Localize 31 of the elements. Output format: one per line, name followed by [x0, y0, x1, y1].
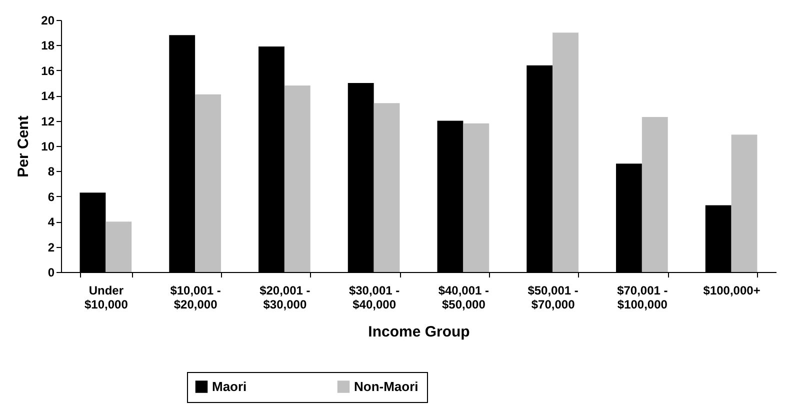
- bar: [552, 32, 578, 272]
- bar: [463, 123, 490, 272]
- y-tick-label: 14: [41, 89, 55, 104]
- bar: [106, 222, 132, 272]
- x-tick-label: $30,001 - $40,000: [348, 284, 400, 312]
- x-tick-label: Under $10,000: [84, 284, 128, 312]
- y-tick-label: 18: [41, 38, 55, 53]
- legend-label: Maori: [212, 378, 247, 394]
- bar: [374, 103, 400, 272]
- y-tick-label: 16: [41, 64, 55, 78]
- y-tick-label: 2: [48, 240, 55, 254]
- bar: [642, 117, 668, 272]
- x-tick-label: $100,000+: [703, 284, 760, 298]
- y-tick-label: 4: [48, 215, 55, 230]
- x-tick-label: $50,001 - $70,000: [528, 284, 578, 312]
- bar: [731, 134, 758, 272]
- y-tick-label: 6: [48, 190, 55, 204]
- x-tick-label: $70,001 - $100,000: [617, 284, 668, 312]
- y-tick-label: 10: [41, 140, 55, 154]
- bar: [284, 86, 310, 272]
- y-tick-label: 12: [41, 114, 55, 128]
- x-tick-label: $20,001 - $30,000: [260, 284, 310, 312]
- x-tick-label: $40,001 - $50,000: [438, 284, 490, 312]
- legend-label: Non-Maori: [354, 378, 418, 394]
- y-tick-label: 8: [48, 164, 55, 179]
- x-tick-label: $10,001 - $20,000: [170, 284, 221, 312]
- bar: [195, 94, 221, 272]
- y-tick-label: 0: [48, 266, 55, 280]
- x-axis-title: Income Group: [368, 324, 470, 340]
- y-tick-label: 20: [41, 14, 55, 28]
- y-axis-title: Per Cent: [15, 116, 32, 178]
